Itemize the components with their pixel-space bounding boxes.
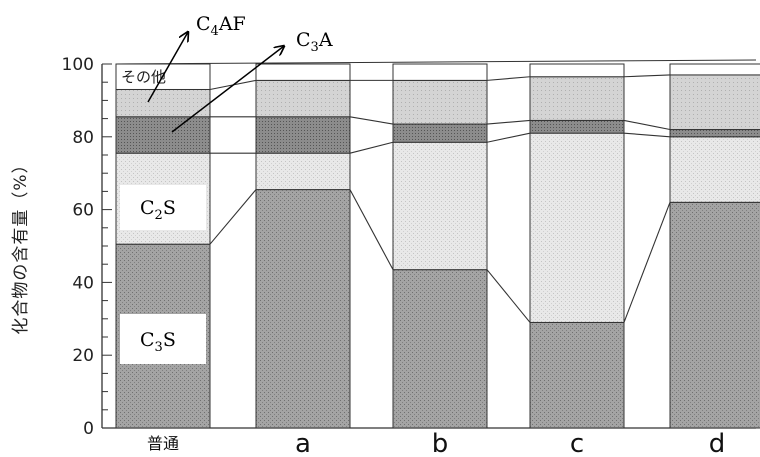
bar-stacks [115,63,760,429]
bar-stack [115,63,211,429]
bar-stack [255,63,351,429]
bar-segment-c3a [669,129,760,138]
y-tick-label: 80 [72,128,94,148]
label-c3a-rest: A [318,29,333,51]
x-tick-label: c [570,429,584,457]
connector-line [623,202,671,323]
y-tick-label: 60 [72,201,94,221]
label-c4af: C4AF [196,13,246,39]
label-c3a-sub: 3 [311,40,319,55]
label-c4af-base: C [196,13,211,35]
connector-line [623,119,671,131]
label-c2s-box [120,185,206,230]
bar-segment-c2s [392,141,488,271]
y-tick-label: 20 [72,346,94,366]
label-c4af-rest: AF [218,13,246,35]
bar-segment-other [392,63,488,81]
bar-segment-c3s [529,321,625,429]
bar-segment-other [529,63,625,78]
bar-stack [669,63,760,429]
component-annotations: その他 C4AF C3A C2S C3S [120,13,333,364]
bar-segment-c2s [669,136,760,203]
bar-segment-c3a [255,116,351,154]
x-axis-labels: 普通 a b c d [147,429,725,457]
label-other: その他 [121,68,166,86]
label-c4af-sub: 4 [211,24,219,39]
label-c3s-base: C [140,329,155,351]
label-c2s-sub: 2 [155,208,163,223]
bar-segment-c3s [255,189,351,429]
label-c3a: C3A [296,29,333,55]
bar-segment-c3s [392,269,488,429]
bar-stack [529,63,625,429]
bar-segment-c2s [255,152,351,191]
bar-segment-c4af [255,79,351,118]
connector-line [209,189,257,245]
arrow-c4af [147,32,188,103]
y-tick-label: 40 [72,273,94,293]
x-tick-label: a [295,429,311,457]
connector-line [486,132,531,143]
bar-segment-c3a [115,116,211,154]
label-c3s-rest: S [163,329,176,351]
bar-segment-c3s [669,201,760,429]
x-tick-label: b [432,429,449,457]
bar-stack [392,63,488,429]
bar-segment-other [669,63,760,76]
bar-segment-other [255,63,351,81]
y-axis: 0 20 40 60 80 100 [62,55,112,439]
connector-line [486,269,531,323]
connector-line [486,76,531,81]
label-c3s-box [120,314,206,364]
label-c2s-base: C [140,197,155,219]
arrow-c3a [171,46,284,133]
connector-lines [209,74,671,323]
connector-line [349,116,394,125]
y-tick-label: 100 [62,55,94,75]
bar-segment-c2s [529,132,625,323]
connector-line [349,141,394,154]
label-c2s-rest: S [163,197,176,219]
y-tick-label: 0 [83,419,94,439]
label-c3s-sub: 3 [155,340,163,355]
label-c3s: C3S [140,329,176,355]
bar-segment-c4af [669,74,760,131]
label-c3a-base: C [296,29,311,51]
connector-line [486,119,531,125]
bar-segment-c3a [529,119,625,134]
bar-segment-c4af [115,88,211,118]
x-tick-label: 普通 [147,434,179,453]
connector-line [623,74,671,78]
bar-segment-c4af [529,76,625,121]
x-tick-label: d [709,429,726,457]
connector-line [623,132,671,138]
bar-segment-c4af [392,79,488,125]
y-axis-title: 化合物の含有量（%） [11,155,31,334]
label-c2s: C2S [140,197,176,223]
connector-line [349,189,394,270]
bar-segment-c3a [392,123,488,143]
